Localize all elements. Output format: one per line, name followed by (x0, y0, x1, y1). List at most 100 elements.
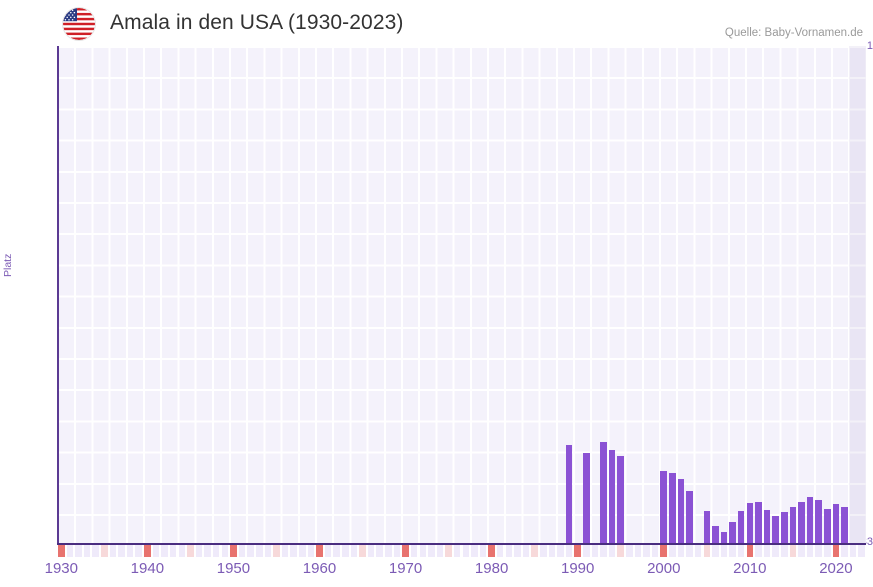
x-axis-label: 2010 (733, 560, 767, 577)
x-tick-minor (307, 545, 315, 557)
bar (746, 502, 754, 544)
x-tick-minor (548, 545, 556, 557)
x-tick-minor (677, 545, 685, 557)
x-tick-minor (436, 545, 444, 557)
x-tick-minor (428, 545, 435, 557)
x-tick-minor (255, 545, 263, 557)
x-tick-minor (531, 545, 538, 557)
bar (686, 491, 693, 544)
x-tick-major (58, 545, 65, 557)
x-tick-minor (212, 545, 220, 557)
x-tick-minor (445, 545, 452, 557)
horizontal-gridlines (57, 46, 866, 544)
bar (780, 511, 788, 544)
x-tick-minor (737, 545, 745, 557)
x-tick-minor (849, 545, 857, 557)
x-tick-minor (643, 545, 650, 557)
page-title: Amala in den USA (1930-2023) (110, 11, 404, 34)
bar (677, 478, 685, 544)
bar (841, 506, 848, 544)
x-tick-minor (583, 545, 590, 557)
x-tick-minor (273, 545, 280, 557)
x-tick-minor (419, 545, 427, 557)
x-tick-minor (221, 545, 229, 557)
x-tick-minor (815, 545, 822, 557)
bar (763, 510, 771, 544)
x-axis-label: 1980 (474, 560, 509, 577)
bar (755, 502, 762, 544)
x-tick-minor (496, 545, 504, 557)
x-tick-minor (600, 545, 607, 557)
x-tick-minor (385, 545, 392, 557)
x-tick-minor (557, 545, 564, 557)
x-tick-minor (161, 545, 168, 557)
x-tick-minor (686, 545, 693, 557)
x-tick-minor (608, 545, 616, 557)
bar (600, 441, 607, 544)
x-tick-minor (806, 545, 814, 557)
x-axis-label: 1930 (44, 560, 78, 577)
x-tick-minor (712, 545, 719, 557)
x-axis-label: 1960 (302, 560, 337, 577)
bar (832, 504, 840, 544)
x-tick-minor (858, 545, 865, 557)
bar (617, 456, 624, 544)
plot-area (57, 46, 866, 544)
bar (824, 508, 831, 544)
x-tick-minor (92, 545, 99, 557)
bar (737, 510, 745, 544)
x-tick-major (488, 545, 495, 557)
x-tick-minor (290, 545, 297, 557)
bar (565, 444, 573, 544)
x-tick-minor (247, 545, 254, 557)
chart-header: Amala in den USA (1930-2023) Quelle: Bab… (0, 0, 873, 44)
y-axis-title: Platz (2, 253, 14, 277)
x-axis-label: 1990 (560, 560, 595, 577)
x-tick-minor (393, 545, 401, 557)
x-tick-minor (83, 545, 91, 557)
x-tick-minor (281, 545, 289, 557)
bar-series (57, 46, 866, 544)
x-axis-line (57, 543, 866, 545)
x-tick-minor (376, 545, 383, 557)
x-axis-label: 2000 (647, 560, 681, 577)
x-tick-minor (514, 545, 521, 557)
x-tick-minor (101, 545, 108, 557)
x-tick-major (316, 545, 323, 557)
y-axis-line (57, 46, 59, 545)
x-tick-major (746, 545, 754, 557)
x-tick-minor (178, 545, 186, 557)
x-tick-minor (626, 545, 633, 557)
x-tick-minor (617, 545, 624, 557)
x-tick-minor (75, 545, 82, 557)
x-tick-minor (264, 545, 272, 557)
bar (806, 497, 814, 544)
x-tick-minor (367, 545, 375, 557)
x-tick-minor (118, 545, 125, 557)
x-tick-minor (651, 545, 659, 557)
x-tick-minor (669, 545, 676, 557)
bar (789, 506, 797, 544)
x-tick-minor (720, 545, 728, 557)
x-tick-minor (187, 545, 194, 557)
x-tick-minor (238, 545, 246, 557)
x-tick-minor (789, 545, 797, 557)
x-tick-minor (462, 545, 470, 557)
bar (720, 531, 728, 544)
x-tick-minor (169, 545, 177, 557)
x-tick-minor (505, 545, 513, 557)
x-tick-minor (299, 545, 306, 557)
x-tick-minor (109, 545, 117, 557)
bar (712, 525, 719, 544)
x-tick-minor (694, 545, 702, 557)
x-tick-minor (780, 545, 788, 557)
x-axis-label: 2020 (819, 560, 853, 577)
x-axis-label: 1970 (388, 560, 423, 577)
x-tick-minor (410, 545, 418, 557)
x-tick-minor (565, 545, 573, 557)
x-tick-major (574, 545, 581, 557)
bar (703, 510, 711, 544)
x-tick-minor (359, 545, 366, 557)
bar (815, 500, 822, 544)
